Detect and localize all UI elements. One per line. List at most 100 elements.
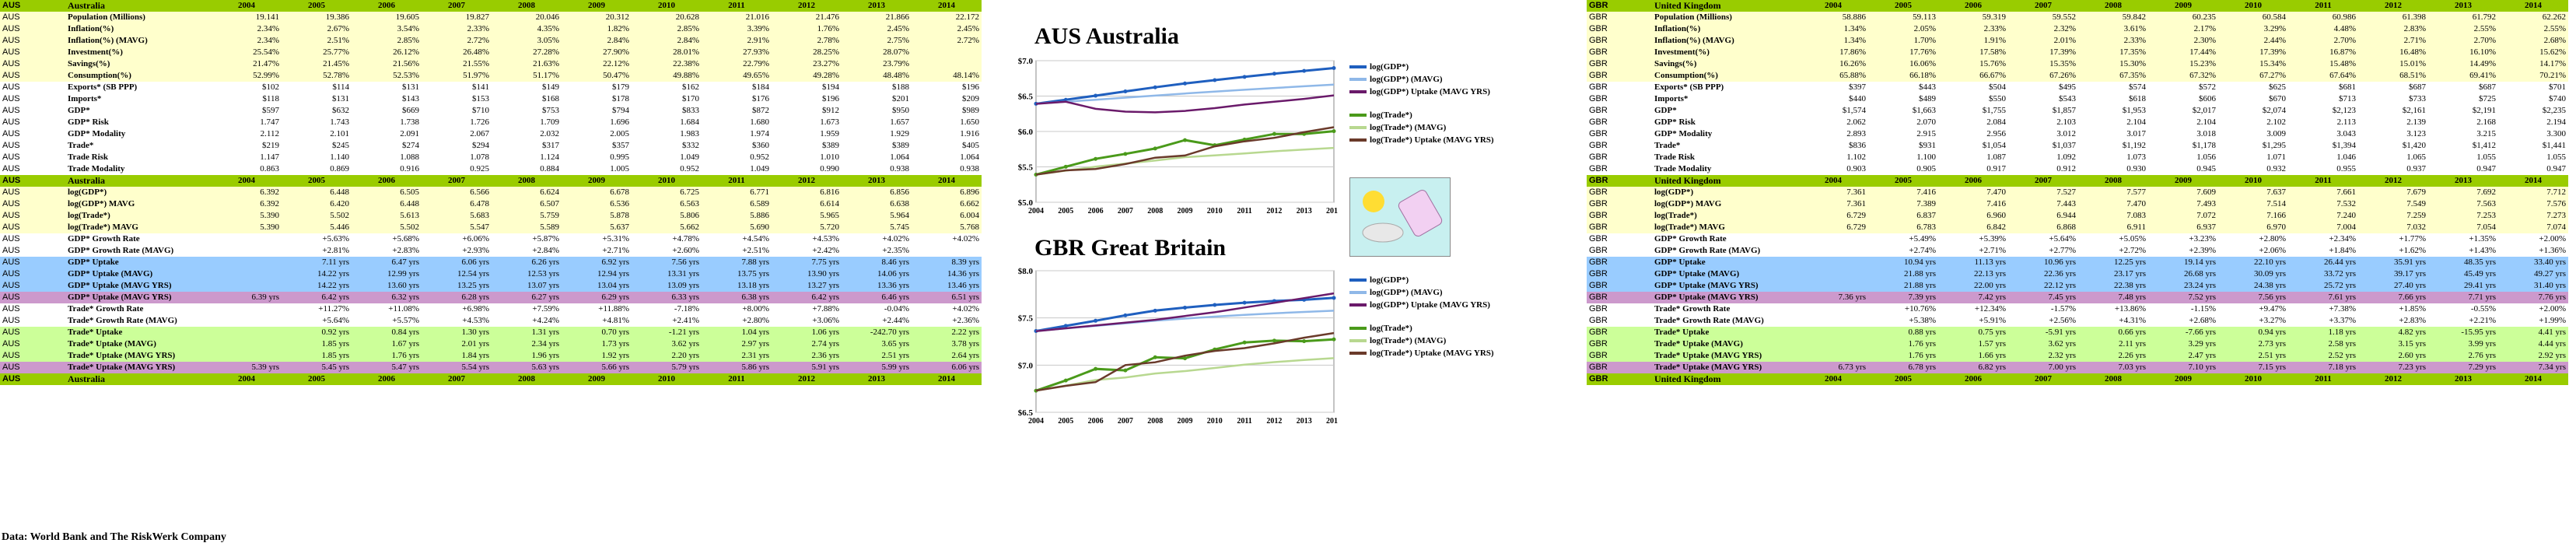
legend-item: log(GDP*) (MAVG) bbox=[1349, 286, 1494, 299]
value-cell: 1.055 bbox=[2546, 152, 2566, 162]
value-cell: 5.683 bbox=[422, 210, 492, 222]
value-cell: 50.47% bbox=[562, 70, 632, 82]
value-cell bbox=[212, 327, 282, 338]
value-cell: 21.866 bbox=[842, 12, 912, 23]
value-cell: $1,412 bbox=[2472, 141, 2496, 150]
table-row-gdp-growth-rate: GBR GDP* Growth Rate +5.49% +5.39% +5.64% +5.… bbox=[1587, 233, 2568, 245]
value-cell: -15.95 yrs bbox=[2428, 327, 2498, 338]
data-point bbox=[1094, 366, 1098, 371]
value-cell: 27.90% bbox=[562, 47, 632, 58]
country-code-cell: AUS bbox=[0, 257, 65, 268]
country-code-cell: AUS bbox=[0, 210, 65, 222]
value-cell: 0.925 bbox=[470, 164, 489, 173]
value-cell: 2.55% bbox=[2498, 23, 2568, 35]
value-cell: +1.85% bbox=[2399, 304, 2426, 314]
value-cell: 10.94 yrs bbox=[1868, 257, 1938, 268]
table-row-log-trade-mavg: GBR log(Trade*) MAVG 6.729 6.783 6.842 6.868 6… bbox=[1587, 222, 2568, 233]
table-row-inflation: AUS Inflation(%) 2.34% 2.67% 3.54% 2.33% 4.35%… bbox=[0, 23, 982, 35]
value-cell: 0.75 yrs bbox=[1938, 327, 2008, 338]
value-cell: 7.389 bbox=[1868, 198, 1938, 210]
value-cell: 31.40 yrs bbox=[2498, 280, 2568, 292]
row-label-cell: log(Trade*) MAVG bbox=[65, 222, 212, 233]
year-header-cell: 2006 bbox=[352, 0, 422, 12]
value-cell: 1.04 yrs bbox=[702, 327, 772, 338]
value-cell: 3.017 bbox=[2126, 129, 2146, 138]
row-label-cell: GDP* Uptake (MAVG) bbox=[1652, 268, 1798, 280]
value-cell: 2.22 yrs bbox=[912, 327, 982, 338]
value-cell: 2.36 yrs bbox=[772, 350, 842, 362]
value-cell: 7.18 yrs bbox=[2288, 362, 2358, 373]
value-cell: 1.73 yrs bbox=[562, 338, 632, 350]
year-header-cell: 2005 bbox=[1868, 373, 1938, 385]
y-tick-label: $6.0 bbox=[1018, 128, 1034, 137]
value-cell: 15.23% bbox=[2148, 58, 2218, 70]
value-cell: 1.010 bbox=[820, 152, 839, 162]
value-cell: 7.34 yrs bbox=[2498, 362, 2568, 373]
value-cell: 29.41 yrs bbox=[2428, 280, 2498, 292]
value-cell: 6.448 bbox=[352, 198, 422, 210]
table-row-savings: AUS Savings(%) 21.47% 21.45% 21.56% 21.55% 21.… bbox=[0, 58, 982, 70]
value-cell: $1,394 bbox=[2332, 141, 2356, 150]
value-cell: 12.25 yrs bbox=[2078, 257, 2148, 268]
value-cell: $118 bbox=[262, 94, 279, 103]
year-header-cell: 2004 bbox=[1798, 0, 1868, 12]
year-header-cell: 2011 bbox=[2288, 0, 2358, 12]
legend-label: log(Trade*) bbox=[1370, 110, 1412, 120]
value-cell: 67.35% bbox=[2078, 70, 2148, 82]
value-cell: 5.54 yrs bbox=[422, 362, 492, 373]
value-cell: 1.92 yrs bbox=[562, 350, 632, 362]
row-label-cell: log(Trade*) bbox=[1652, 210, 1798, 222]
value-cell: 22.12% bbox=[562, 58, 632, 70]
value-cell: 20.046 bbox=[492, 12, 562, 23]
value-cell: 22.36 yrs bbox=[2008, 268, 2078, 280]
x-tick-label: 2008 bbox=[1147, 417, 1163, 426]
value-cell: $332 bbox=[682, 141, 699, 150]
country-code-cell: GBR bbox=[1587, 47, 1652, 58]
value-cell: $2,161 bbox=[2402, 106, 2426, 115]
value-cell: 2.102 bbox=[2266, 117, 2286, 127]
table-row-inflation-mavg: AUS Inflation(%) (MAVG) 2.34% 2.51% 2.85% 2.7… bbox=[0, 35, 982, 47]
value-cell: 0.905 bbox=[1916, 164, 1936, 173]
value-cell: 1.57 yrs bbox=[1938, 338, 2008, 350]
country-code-cell: GBR bbox=[1587, 210, 1652, 222]
value-cell: 7.679 bbox=[2358, 187, 2428, 198]
row-label-cell: GDP* Risk bbox=[68, 117, 109, 127]
value-cell: $149 bbox=[542, 82, 559, 92]
value-cell: 66.18% bbox=[1868, 70, 1938, 82]
table-row-gdp-uptake-mavg-yrs: GBR GDP* Uptake (MAVG YRS) 7.36 yrs 7.39 yr… bbox=[1587, 292, 2568, 303]
year-header-cell: 2007 bbox=[422, 373, 492, 385]
year-header-cell: 2010 bbox=[632, 0, 702, 12]
value-cell: +6.98% bbox=[462, 304, 489, 314]
year-header-cell: 2006 bbox=[1938, 175, 2008, 187]
value-cell: 19.141 bbox=[212, 12, 282, 23]
legend-item: log(GDP*) (MAVG) bbox=[1349, 73, 1494, 86]
value-cell: 2.104 bbox=[2196, 117, 2216, 127]
value-cell: 10.96 yrs bbox=[2008, 257, 2078, 268]
value-cell: 2.60 yrs bbox=[2358, 350, 2428, 362]
value-cell: -7.66 yrs bbox=[2148, 327, 2218, 338]
value-cell: 2.85% bbox=[632, 23, 702, 35]
year-header-cell: 2010 bbox=[632, 175, 702, 187]
great-britain-chart-legend: log(GDP*) log(GDP*) (MAVG) log(GDP*) Uptak… bbox=[1349, 274, 1494, 359]
value-cell: 0.84 yrs bbox=[352, 327, 422, 338]
value-cell: $184 bbox=[752, 82, 769, 92]
year-header-cell: 2011 bbox=[702, 0, 772, 12]
country-code-cell: GBR bbox=[1587, 327, 1652, 338]
value-cell: 1.76 yrs bbox=[1868, 338, 1938, 350]
series-line-log-gdp-uptake-mavg-yrs bbox=[1035, 94, 1335, 114]
value-cell: 3.65 yrs bbox=[842, 338, 912, 350]
value-cell: 6.729 bbox=[1798, 222, 1868, 233]
value-cell: 7.240 bbox=[2288, 210, 2358, 222]
value-cell: +3.27% bbox=[2259, 316, 2286, 325]
value-cell: +5.68% bbox=[392, 234, 419, 243]
row-label-cell: Inflation(%) (MAVG) bbox=[1652, 35, 1798, 47]
value-cell: 49.28% bbox=[772, 70, 842, 82]
value-cell: 21.45% bbox=[282, 58, 352, 70]
country-code-cell: GBR bbox=[1589, 152, 1608, 162]
value-cell: 5.91 yrs bbox=[772, 362, 842, 373]
year-header-cell: 2007 bbox=[422, 0, 492, 12]
value-cell: $440 bbox=[1849, 94, 1866, 103]
value-cell bbox=[212, 257, 282, 268]
value-cell: 6.771 bbox=[702, 187, 772, 198]
value-cell: 27.93% bbox=[702, 47, 772, 58]
